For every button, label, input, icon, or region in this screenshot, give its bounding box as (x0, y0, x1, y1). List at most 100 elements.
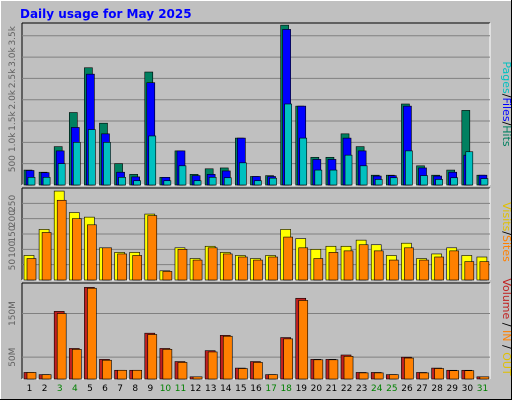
bar-sites (449, 250, 460, 281)
day-label: 2 (42, 384, 48, 394)
bar-sites (87, 224, 97, 281)
bar-pages (57, 163, 66, 186)
day-label: 16 (250, 384, 262, 394)
day-label: 14 (220, 384, 232, 394)
y-tick-label: 150 (8, 225, 18, 242)
bar-pages (359, 165, 368, 186)
day-label: 20 (311, 384, 323, 394)
bar-pages (72, 142, 81, 186)
bar-in (56, 313, 67, 380)
legend-bottom: Volume / IN / OUT (500, 278, 512, 376)
bar-in (328, 359, 339, 380)
bar-sites (162, 271, 173, 281)
bar-sites (479, 261, 490, 281)
bar-sites (313, 258, 324, 281)
bar-pages (390, 177, 398, 186)
bar-pages (480, 178, 489, 186)
bar-sites (419, 259, 429, 281)
legend-middle: Visits/Sites (500, 202, 512, 262)
day-label: 22 (341, 384, 352, 394)
bar-in (132, 369, 142, 380)
legend-out: OUT (500, 352, 512, 376)
legend-top: Pages/Files/Hits (500, 61, 512, 147)
bar-pages (193, 180, 202, 186)
y-tick-label: 2.0k (8, 89, 18, 109)
panel-volume: 50M 150M (8, 282, 491, 380)
bar-pages (163, 180, 172, 186)
bar-in (434, 368, 444, 380)
bar-pages (103, 142, 111, 186)
panel-pages-files-hits: 500 1.0k1.5k 2.0k2.5k3.0k 3.5k (8, 22, 491, 186)
bar-pages (465, 151, 474, 186)
bar-in (358, 372, 369, 380)
bar-pages (329, 169, 338, 186)
bar-in (192, 376, 203, 380)
y-tick-label: 2.5k (8, 68, 18, 88)
bar-pages (405, 150, 413, 186)
day-label: 18 (280, 384, 292, 394)
y-tick-label: 1.5k (8, 111, 18, 131)
bar-sites (132, 255, 142, 281)
bar-pages (374, 179, 383, 186)
day-label: 21 (326, 384, 337, 394)
legend-in: IN (500, 330, 512, 341)
bar-sites (117, 253, 127, 281)
bar-in (253, 362, 263, 380)
day-label: 3 (57, 384, 63, 394)
bar-sites (207, 247, 218, 281)
bar-sites (238, 256, 248, 281)
bar-pages (299, 137, 308, 186)
bar-sites (147, 215, 158, 281)
bar-sites (222, 253, 233, 281)
day-label: 28 (431, 384, 443, 394)
y-tick-label: 3.0k (8, 47, 18, 67)
bar-sites (268, 256, 278, 281)
day-label: 9 (147, 384, 153, 394)
chart-title: Daily usage for May 2025 (20, 7, 192, 21)
bar-in (41, 374, 52, 380)
bar-sites (404, 247, 414, 281)
bar-in (343, 356, 354, 380)
bar-pages (223, 177, 232, 186)
bar-in (373, 372, 384, 380)
bar-sites (71, 218, 82, 281)
bar-sites (328, 252, 339, 281)
y-tick-label: 100 (8, 240, 18, 257)
bar-in (449, 370, 460, 380)
day-label: 8 (132, 384, 138, 394)
legend-pages: Pages (500, 61, 512, 94)
day-label: 27 (416, 384, 427, 394)
legend-bottom-text: Volume / IN / OUT (500, 278, 512, 376)
bar-pages (284, 103, 292, 186)
legend-sites: Sites (500, 235, 512, 262)
day-label: 26 (401, 384, 413, 394)
bar-sites (464, 261, 475, 281)
bar-sites (358, 244, 369, 281)
bar-sites (343, 250, 354, 281)
bar-sites (298, 247, 309, 281)
bar-pages (148, 135, 157, 186)
legend-top-text: Pages/Files/Hits (500, 61, 512, 147)
legend-hits: Hits (500, 125, 512, 147)
bar-sites (102, 247, 112, 281)
bar-sites (192, 259, 203, 281)
bar-pages (254, 180, 262, 186)
bar-pages (118, 177, 126, 186)
day-label: 15 (235, 384, 246, 394)
bar-in (222, 335, 233, 380)
day-label: 5 (87, 384, 93, 394)
day-label: 31 (477, 384, 488, 394)
bar-pages (208, 177, 217, 186)
bar-pages (450, 177, 459, 186)
bar-sites (389, 259, 399, 281)
day-label: 23 (356, 384, 367, 394)
bar-in (283, 338, 293, 380)
y-tick-label: 500 (8, 155, 18, 172)
bar-pages (133, 180, 141, 186)
bar-in (479, 376, 490, 380)
bar-pages (435, 179, 443, 186)
bar-in (26, 372, 37, 380)
legend-files: Files (500, 97, 512, 121)
y-tick-label: 50M (8, 348, 18, 367)
